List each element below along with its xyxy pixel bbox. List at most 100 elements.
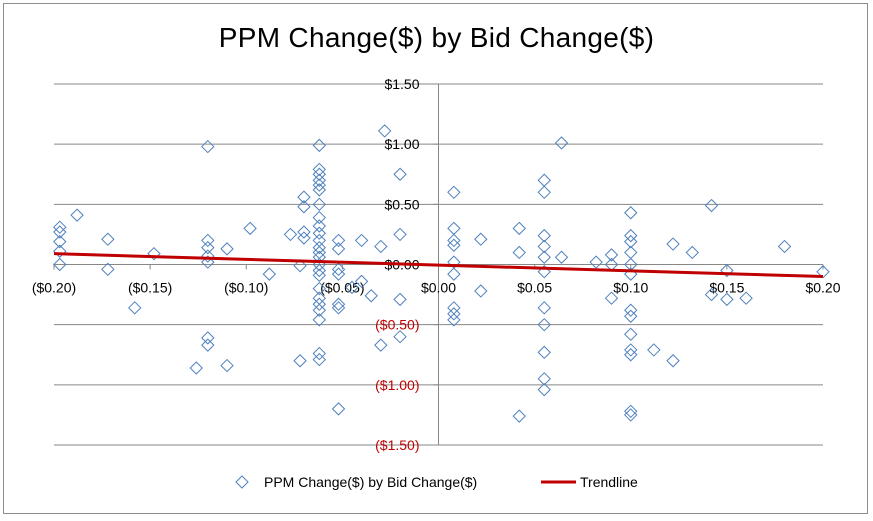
data-point-23 (293, 354, 307, 368)
data-point-71 (447, 185, 461, 200)
data-point-97 (554, 250, 569, 264)
data-point-8 (128, 301, 142, 315)
data-point-35 (312, 197, 327, 212)
data-point-38 (312, 226, 327, 240)
data-point-19 (220, 358, 234, 373)
data-point-48 (312, 297, 327, 311)
data-point-0 (53, 220, 67, 234)
data-point-118 (685, 245, 699, 260)
data-point-64 (374, 338, 388, 352)
data-point-82 (512, 221, 526, 236)
data-point-9 (147, 246, 161, 261)
data-point-103 (624, 228, 638, 243)
x-tick-label-8: $0.20 (805, 280, 840, 296)
data-point-22 (283, 227, 298, 242)
data-point-30 (312, 162, 327, 177)
data-point-93 (537, 345, 551, 360)
data-point-101 (604, 291, 619, 305)
data-point-66 (377, 124, 392, 138)
legend: PPM Change($) by Bid Change($) Trendline (235, 474, 638, 490)
chart-frame (3, 3, 868, 514)
data-point-62 (354, 274, 369, 289)
data-point-37 (312, 219, 327, 233)
y-tick-label-2: $0.50 (384, 196, 419, 212)
data-point-24 (293, 258, 307, 273)
data-point-70 (393, 329, 407, 344)
data-point-69 (393, 292, 407, 307)
data-point-17 (201, 338, 215, 352)
data-point-72 (447, 221, 461, 236)
data-point-81 (474, 284, 488, 298)
legend-diamond-marker (235, 475, 249, 489)
data-point-76 (447, 267, 461, 281)
data-point-15 (201, 255, 215, 269)
x-tick-label-6: $0.10 (613, 280, 648, 296)
data-point-73 (447, 233, 461, 248)
data-point-10 (189, 361, 203, 375)
data-point-40 (312, 240, 327, 255)
data-point-87 (537, 228, 551, 243)
data-point-122 (720, 292, 734, 307)
data-point-53 (331, 233, 346, 248)
data-point-57 (331, 297, 346, 311)
data-point-125 (816, 265, 830, 279)
y-tick-label-0: $1.50 (384, 76, 419, 92)
data-point-39 (312, 233, 327, 248)
x-tick-label-1: ($0.15) (128, 280, 172, 296)
data-point-89 (537, 250, 551, 264)
data-point-80 (474, 232, 488, 246)
data-point-49 (312, 303, 327, 317)
data-point-95 (537, 382, 551, 397)
data-point-94 (537, 372, 551, 386)
y-tick-label-6: ($1.50) (375, 437, 419, 453)
data-point-79 (447, 313, 461, 327)
data-point-32 (312, 173, 327, 187)
data-point-3 (53, 244, 67, 258)
data-point-29 (312, 138, 327, 153)
data-point-104 (624, 234, 638, 249)
data-point-59 (331, 402, 346, 416)
x-tick-label-2: ($0.10) (224, 280, 268, 296)
data-point-74 (447, 238, 461, 252)
data-point-91 (537, 301, 551, 315)
data-point-12 (201, 233, 215, 248)
data-point-27 (297, 225, 311, 239)
data-point-5 (70, 208, 84, 222)
data-point-18 (220, 242, 234, 256)
data-point-61 (354, 233, 369, 248)
data-point-116 (666, 237, 680, 251)
data-point-111 (624, 343, 638, 357)
data-point-110 (624, 327, 638, 342)
y-tick-label-4: ($0.50) (375, 317, 419, 333)
data-point-16 (201, 331, 215, 345)
data-point-88 (537, 239, 551, 254)
data-point-33 (312, 178, 327, 192)
chart-title: PPM Change($) by Bid Change($) (218, 22, 655, 53)
legend-label-trendline: Trendline (580, 474, 638, 490)
x-tick-label-5: $0.05 (517, 280, 552, 296)
data-point-98 (589, 255, 603, 269)
data-point-21 (262, 267, 277, 281)
data-point-11 (201, 139, 215, 154)
data-point-102 (624, 206, 638, 220)
data-point-113 (624, 404, 638, 419)
data-point-54 (331, 242, 346, 256)
data-point-109 (624, 309, 638, 323)
data-point-114 (624, 408, 638, 422)
data-point-85 (537, 173, 551, 187)
legend-label-scatter: PPM Change($) by Bid Change($) (264, 474, 477, 490)
data-point-123 (739, 291, 753, 305)
x-tick-label-7: $0.15 (709, 280, 744, 296)
data-point-6 (101, 232, 115, 246)
data-point-13 (201, 240, 215, 255)
data-point-83 (512, 245, 526, 260)
data-point-42 (312, 250, 327, 264)
data-point-4 (53, 257, 67, 272)
y-tick-label-1: $1.00 (384, 136, 419, 152)
data-point-7 (101, 262, 115, 277)
data-point-51 (312, 346, 327, 361)
data-point-124 (777, 239, 792, 254)
trendline-group (53, 252, 824, 279)
data-point-25 (297, 190, 311, 204)
